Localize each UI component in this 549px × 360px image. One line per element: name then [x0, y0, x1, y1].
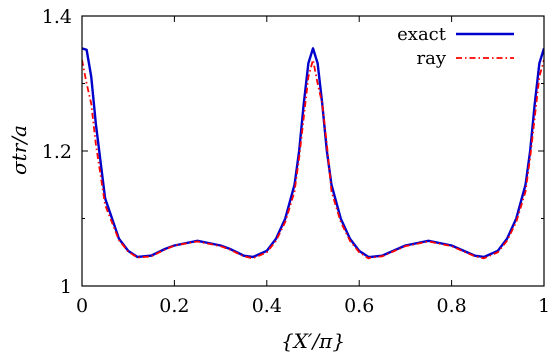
y-tick-label: 1.2 — [42, 141, 72, 163]
x-tick-label: 0.6 — [344, 295, 374, 317]
y-tick-label: 1 — [60, 276, 72, 298]
x-axis-label: {X′/π} — [281, 329, 345, 353]
x-tick-label: 0 — [76, 295, 88, 317]
axes: 0 0.2 0.4 0.6 0.8 1 1 1.2 1.4 — [42, 6, 549, 317]
y-tick-label: 1.4 — [42, 6, 72, 28]
plot-frame — [81, 15, 545, 287]
legend-label-ray: ray — [416, 48, 446, 69]
x-tick-label: 0.4 — [252, 295, 282, 317]
plot-area — [82, 47, 544, 260]
legend: exact ray — [397, 24, 514, 69]
legend-label-exact: exact — [397, 24, 447, 45]
x-tick-label: 0.8 — [436, 295, 466, 317]
series-line-ray — [82, 58, 544, 260]
x-tick-label: 0.2 — [159, 295, 189, 317]
series-line-exact — [82, 47, 544, 259]
x-tick-label: 1 — [538, 295, 549, 317]
y-axis-label: σtr/a — [7, 125, 31, 175]
